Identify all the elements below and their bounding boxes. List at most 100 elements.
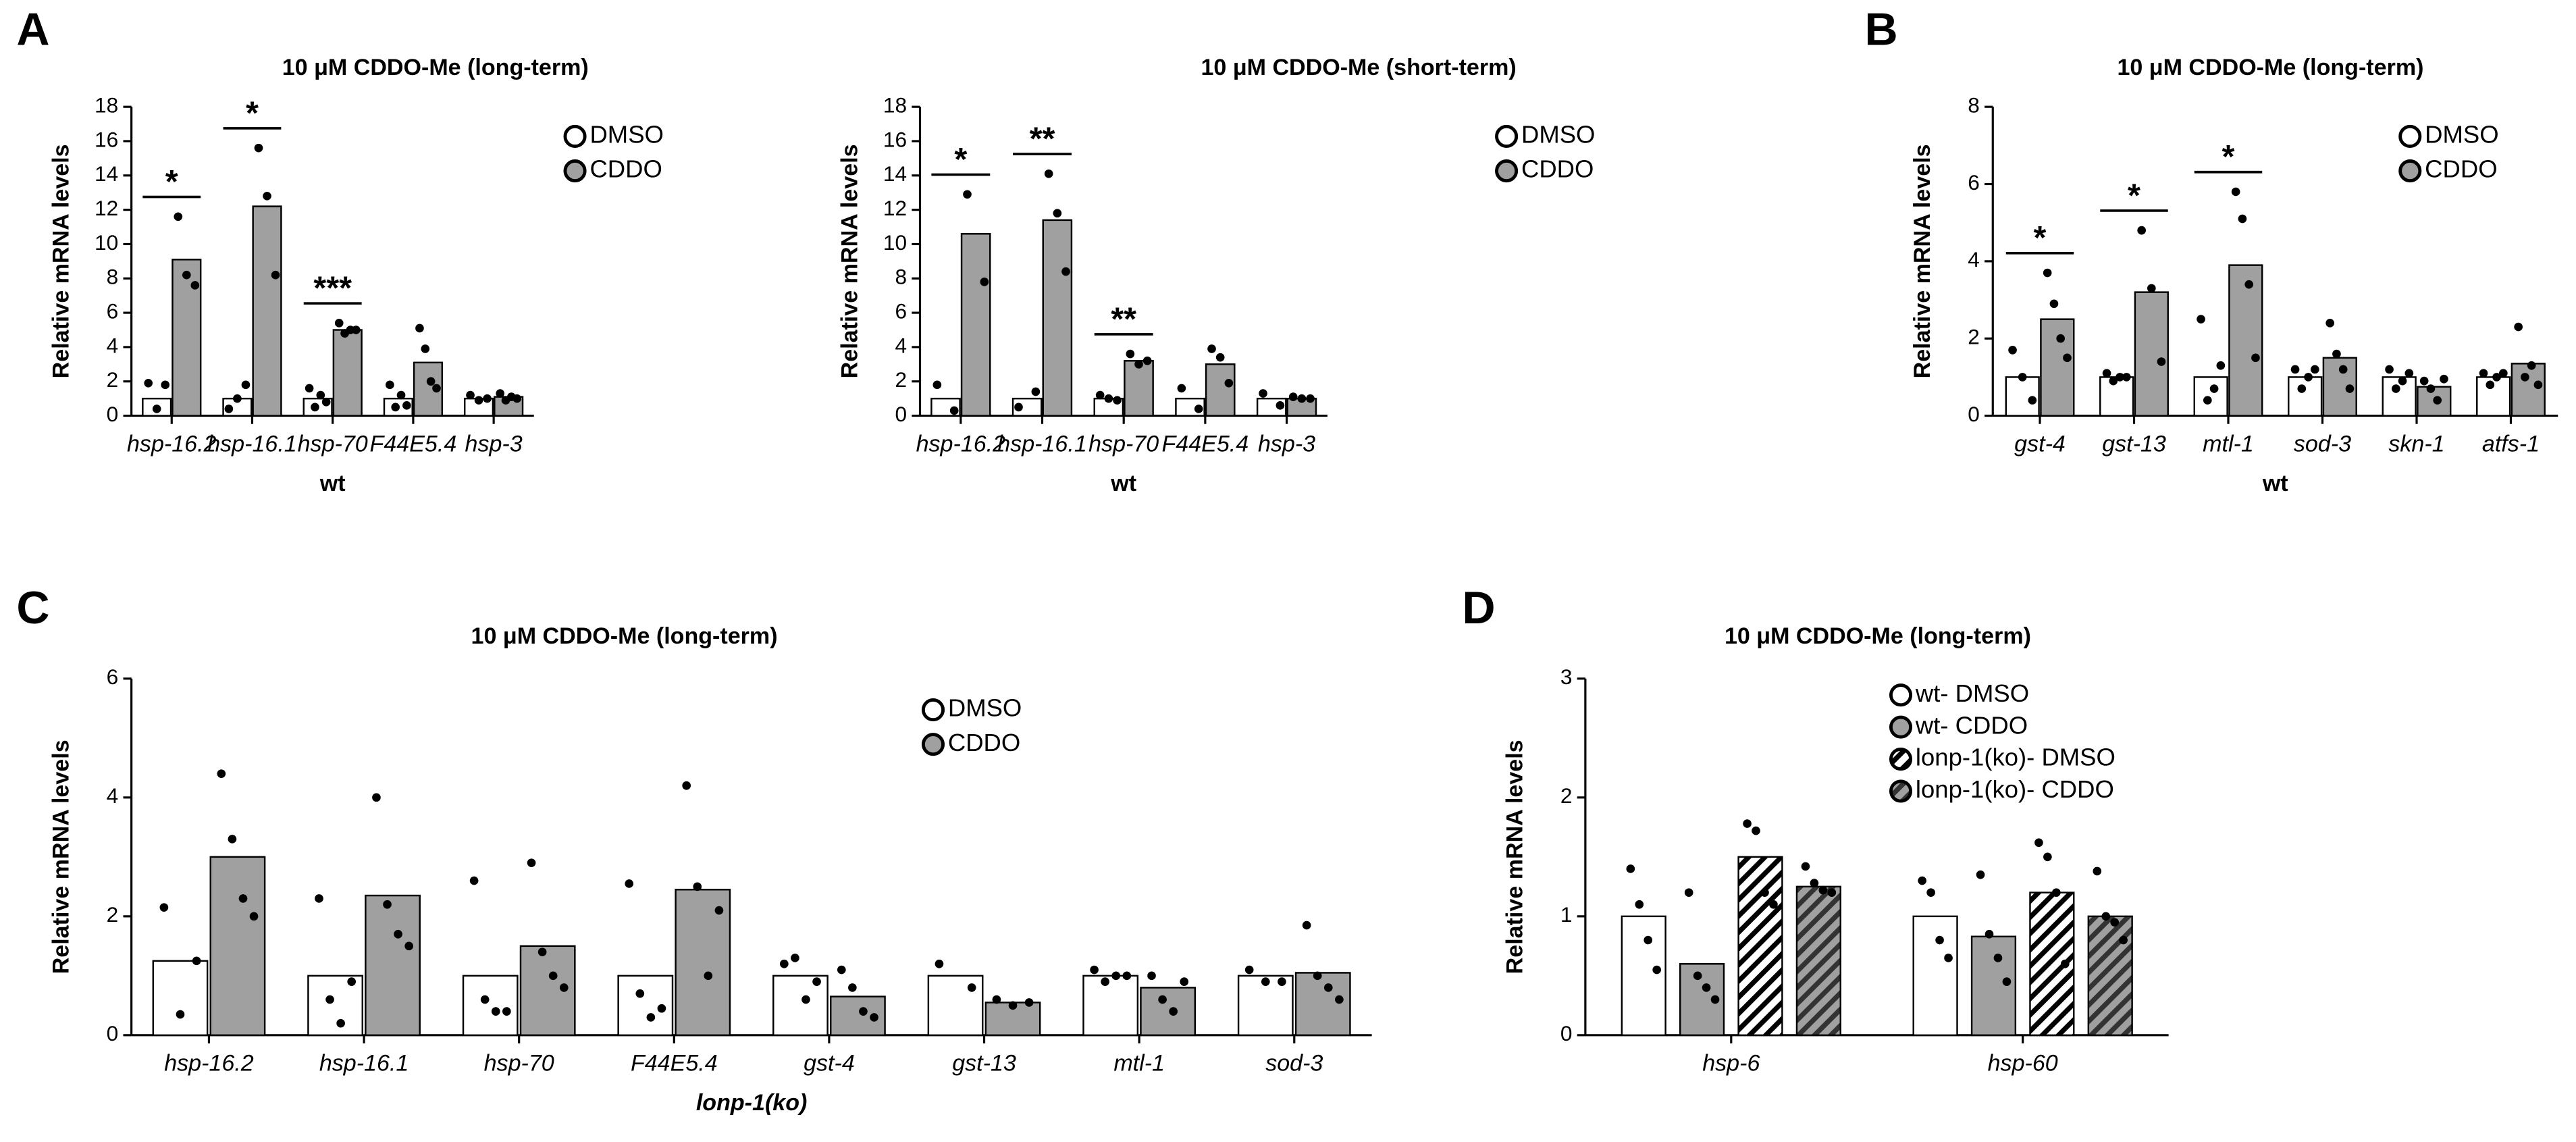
data-point	[1635, 900, 1644, 909]
data-point	[254, 143, 263, 153]
y-tick-label: 8	[895, 265, 907, 289]
data-point	[1180, 977, 1189, 986]
data-point	[1276, 401, 1285, 410]
x-tick-label: hsp-60	[1988, 1051, 2058, 1076]
data-point	[1169, 1007, 1178, 1016]
data-point	[2244, 280, 2254, 289]
bar	[209, 856, 266, 1037]
data-point	[1061, 267, 1070, 276]
data-point	[1053, 209, 1062, 218]
x-tick-label: hsp-6	[1702, 1051, 1760, 1076]
x-tick-label: hsp-16.2	[127, 431, 217, 457]
x-tick-label: atfs-1	[2482, 431, 2540, 457]
y-tick-label: 12	[883, 196, 907, 220]
data-point	[980, 278, 989, 286]
data-point	[967, 983, 976, 992]
data-point	[347, 977, 357, 986]
bar	[1737, 856, 1783, 1037]
legend-label: wt- CDDO	[1915, 711, 2028, 739]
data-point	[1177, 384, 1186, 393]
data-point	[1769, 900, 1778, 909]
bar	[960, 232, 991, 417]
data-point	[704, 971, 713, 981]
data-point	[1827, 888, 1837, 897]
data-point	[1306, 394, 1315, 403]
data-point	[2325, 319, 2334, 328]
data-point	[1244, 965, 1254, 975]
data-point	[396, 390, 406, 400]
x-axis-label: lonp-1(ko)	[696, 1090, 808, 1116]
data-point	[657, 1004, 666, 1013]
data-point	[2499, 369, 2508, 378]
y-tick-label: 14	[95, 161, 118, 186]
data-point	[1142, 356, 1152, 365]
data-point	[2147, 284, 2156, 293]
data-point	[2043, 268, 2052, 278]
y-tick-label: 0	[895, 402, 907, 426]
data-point	[512, 394, 522, 403]
data-point	[2479, 369, 2488, 378]
data-point	[2297, 384, 2307, 393]
x-tick-label: hsp-16.1	[997, 431, 1087, 457]
data-point	[1323, 983, 1333, 992]
data-point	[316, 390, 325, 400]
y-tick-label: 4	[107, 333, 119, 357]
data-point	[2137, 226, 2146, 235]
significance-label: *	[246, 95, 259, 131]
panel-letter: C	[16, 582, 49, 633]
data-point	[2101, 912, 2111, 921]
data-point	[812, 977, 821, 986]
bar	[1140, 987, 1197, 1037]
data-point	[372, 793, 381, 802]
significance-label: *	[2128, 177, 2140, 213]
data-point	[2052, 888, 2061, 897]
data-point	[935, 959, 944, 968]
legend-label: DMSO	[2425, 121, 2498, 149]
legend-label: CDDO	[1521, 155, 1594, 183]
data-point	[325, 995, 334, 1004]
data-point	[1801, 862, 1810, 871]
y-tick-label: 2	[107, 902, 119, 927]
bar	[152, 960, 209, 1037]
panel-letter: D	[1462, 582, 1495, 633]
data-point	[1693, 971, 1702, 981]
data-point	[527, 858, 536, 867]
y-axis-label: Relative mRNA levels	[837, 144, 862, 378]
legend-label: CDDO	[589, 155, 662, 183]
significance-label: **	[1030, 120, 1055, 157]
x-tick-label: F44E5.4	[1162, 431, 1249, 457]
data-point	[2385, 365, 2394, 374]
data-point	[2311, 365, 2319, 374]
data-point	[152, 405, 161, 413]
data-point	[2115, 373, 2124, 382]
significance-label: **	[1111, 301, 1136, 337]
data-point	[859, 1007, 868, 1016]
x-tick-label: hsp-70	[484, 1051, 554, 1076]
y-tick-label: 1	[1560, 902, 1573, 927]
y-tick-label: 14	[883, 161, 907, 186]
x-axis-label: wt	[2262, 471, 2288, 496]
significance-label: ***	[313, 270, 352, 307]
x-tick-label: hsp-16.2	[916, 431, 1006, 457]
data-point	[1104, 394, 1113, 403]
legend-label: CDDO	[2425, 155, 2497, 183]
data-point	[2102, 369, 2111, 378]
data-point	[336, 1018, 345, 1028]
data-point	[311, 403, 319, 412]
legend-label: CDDO	[948, 729, 1020, 756]
y-tick-label: 6	[895, 299, 907, 323]
data-point	[932, 380, 942, 390]
data-point	[2049, 299, 2059, 309]
data-point	[1101, 977, 1109, 986]
data-point	[1810, 879, 1819, 887]
data-point	[394, 929, 402, 939]
data-point	[1760, 888, 1769, 897]
data-point	[537, 948, 547, 956]
data-point	[2404, 369, 2414, 378]
data-point	[2008, 346, 2017, 355]
data-point	[2157, 357, 2166, 366]
legend-swatch	[563, 124, 587, 148]
data-point	[1918, 876, 1927, 885]
chart-title: 10 μM CDDO-Me (long-term)	[282, 55, 589, 80]
data-point	[233, 394, 242, 403]
